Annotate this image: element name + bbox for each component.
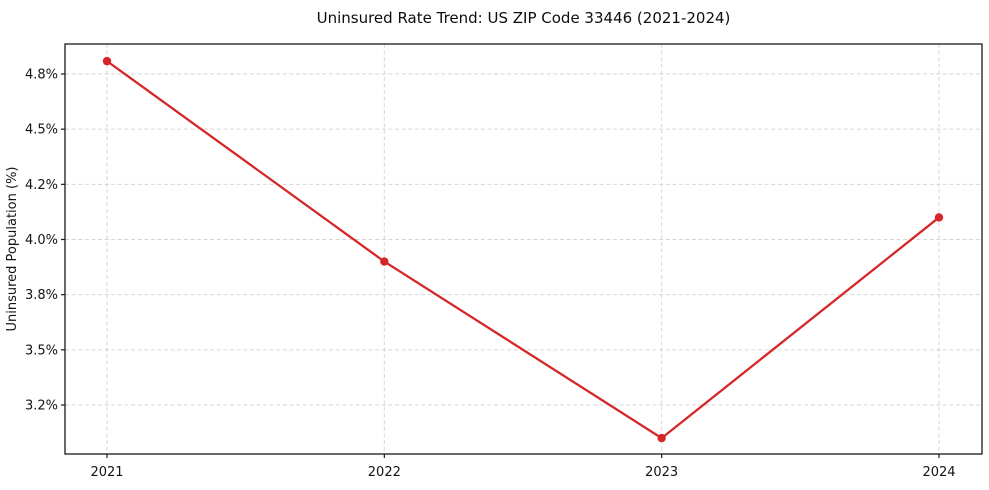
x-tick-label: 2023	[645, 465, 678, 480]
y-tick-label: 4.8%	[25, 68, 58, 83]
x-tick-label: 2022	[368, 465, 401, 480]
y-axis-label: Uninsured Population (%)	[5, 167, 20, 332]
chart-title: Uninsured Rate Trend: US ZIP Code 33446 …	[317, 9, 731, 27]
data-point-2021	[102, 56, 112, 66]
data-point-2022	[380, 257, 389, 266]
y-tick-label: 3.5%	[25, 343, 58, 358]
y-tick-label: 3.8%	[25, 288, 58, 303]
y-tick-label: 4.5%	[25, 123, 58, 138]
data-point-2023	[657, 433, 666, 443]
data-point-2024	[934, 213, 944, 222]
x-tick-label: 2021	[90, 465, 123, 480]
y-tick-label: 4.2%	[25, 178, 58, 193]
y-tick-label: 4.0%	[25, 233, 58, 248]
y-tick-label: 3.2%	[25, 399, 58, 414]
trend-line	[105, 59, 941, 440]
x-tick-label: 2024	[922, 465, 955, 480]
plot-border	[64, 43, 983, 455]
plot-area	[65, 44, 982, 454]
